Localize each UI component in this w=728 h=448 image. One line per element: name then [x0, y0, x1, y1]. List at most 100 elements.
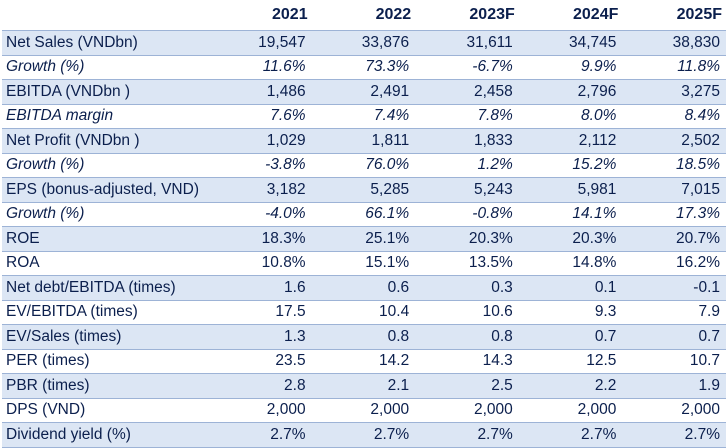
row-label: ROE: [2, 226, 208, 251]
row-value-cell: 2,000: [370, 401, 410, 419]
row-label: EBITDA (VNDbn ): [2, 79, 208, 104]
row-value-cell: 25.1%: [311, 226, 416, 251]
row-value-cell: 0.8: [311, 324, 416, 349]
table-row: DPS (VND) 2,000 2,000 2,000 2,000 2,000: [2, 398, 726, 423]
row-value-cell: -3.8%: [265, 156, 306, 174]
header-cell-2023f: 2023F: [469, 6, 515, 23]
row-value-cell: 10.8%: [261, 254, 306, 272]
header-cell-2025f: 2025F: [676, 6, 722, 23]
row-value-cell: 9.9%: [581, 58, 617, 76]
row-value-cell: 2,491: [311, 79, 416, 104]
row-value-cell: 10.4: [379, 303, 410, 321]
row-value-cell: 23.5: [275, 352, 306, 370]
row-value-cell: 2,000: [473, 401, 513, 419]
table-row: EBITDA (VNDbn ) 1,486 2,491 2,458 2,796 3,275: [2, 79, 726, 104]
row-value-cell: 17.3%: [676, 205, 720, 223]
row-value-cell: 0.1: [518, 275, 623, 300]
table-row: PER (times) 23.5 14.2 14.3 12.5 10.7: [2, 349, 726, 374]
row-value-cell: 2.5: [415, 373, 519, 398]
row-label: DPS (VND): [6, 401, 86, 419]
row-value-cell: 11.6%: [262, 58, 306, 76]
row-value-cell: 1,029: [208, 128, 312, 153]
row-value-cell: 20.3%: [518, 226, 623, 251]
row-value-cell: -0.8%: [472, 205, 513, 223]
table-body: Net Sales (VNDbn) 19,547 33,876 31,611 34,74…: [2, 30, 726, 447]
row-value-cell: 18.5%: [676, 156, 720, 174]
row-value-cell: 1,833: [415, 128, 519, 153]
row-value-cell: 0.7: [518, 324, 623, 349]
header-cell-label: [2, 0, 208, 31]
row-value-cell: 1.2%: [477, 156, 513, 174]
row-value-cell: 16.2%: [676, 254, 720, 272]
row-value-cell: 1.3: [208, 324, 312, 349]
row-label: EV/Sales (times): [2, 324, 208, 349]
row-label: Net Sales (VNDbn): [2, 30, 208, 55]
row-value-cell: 14.8%: [572, 254, 617, 272]
table-row: ROE 18.3% 25.1% 20.3% 20.3% 20.7%: [2, 226, 726, 251]
row-value-cell: -6.7%: [472, 58, 513, 76]
row-value-cell: -4.0%: [265, 205, 306, 223]
row-label: PBR (times): [2, 373, 208, 398]
table-row: EV/Sales (times) 1.3 0.8 0.8 0.7 0.7: [2, 324, 726, 349]
row-label: EPS (bonus-adjusted, VND): [2, 177, 208, 202]
row-value-cell: 5,981: [518, 177, 623, 202]
row-value-cell: 76.0%: [365, 156, 410, 174]
row-value-cell: 10.6: [482, 303, 513, 321]
row-value-cell: 2,502: [622, 128, 726, 153]
table-row: Net Sales (VNDbn) 19,547 33,876 31,611 34,74…: [2, 30, 726, 55]
row-value-cell: 2,112: [518, 128, 623, 153]
table-row: Growth (%) -3.8% 76.0% 1.2% 15.2% 18.5%: [2, 153, 726, 178]
row-value-cell: 7.4%: [373, 107, 410, 125]
row-value-cell: 1,486: [208, 79, 312, 104]
row-label: Growth (%): [6, 58, 85, 76]
row-value-cell: -0.1: [622, 275, 726, 300]
row-value-cell: 7.8%: [477, 107, 513, 125]
row-value-cell: 14.1%: [572, 205, 617, 223]
row-value-cell: 7.6%: [270, 107, 306, 125]
table-row: EPS (bonus-adjusted, VND) 3,182 5,285 5,243…: [2, 177, 726, 202]
row-value-cell: 5,285: [311, 177, 416, 202]
table-row: Net Profit (VNDbn ) 1,029 1,811 1,833 2,112 2…: [2, 128, 726, 153]
row-value-cell: 20.7%: [622, 226, 726, 251]
row-value-cell: 1.9: [622, 373, 726, 398]
table-row: Growth (%) -4.0% 66.1% -0.8% 14.1% 17.3%: [2, 202, 726, 227]
row-value-cell: 2,458: [415, 79, 519, 104]
row-value-cell: 0.8: [415, 324, 519, 349]
row-label: EBITDA margin: [6, 107, 114, 125]
row-value-cell: 3,182: [208, 177, 312, 202]
financial-summary-table-container: 2021 2022 2023F 2024F 2025F Net Sales (V…: [2, 6, 726, 447]
row-value-cell: 0.7: [622, 324, 726, 349]
table-row: Net debt/EBITDA (times) 1.6 0.6 0.3 0.1 -0.1: [2, 275, 726, 300]
header-cell-2021: 2021: [272, 6, 308, 23]
row-value-cell: 15.2%: [572, 156, 617, 174]
row-value-cell: 2,000: [266, 401, 306, 419]
row-value-cell: 2.1: [311, 373, 416, 398]
row-value-cell: 31,611: [415, 30, 519, 55]
row-value-cell: 14.2: [379, 352, 410, 370]
row-value-cell: 1,811: [311, 128, 416, 153]
row-value-cell: 0.3: [415, 275, 519, 300]
header-cell-2024f: 2024F: [573, 6, 619, 23]
row-label: PER (times): [6, 352, 90, 370]
row-value-cell: 8.0%: [581, 107, 617, 125]
row-value-cell: 8.4%: [684, 107, 720, 125]
row-value-cell: 1.6: [208, 275, 312, 300]
row-value-cell: 18.3%: [208, 226, 312, 251]
row-value-cell: 10.7: [689, 352, 720, 370]
row-value-cell: 9.3: [594, 303, 617, 321]
row-value-cell: 2.8: [208, 373, 312, 398]
row-value-cell: 19,547: [208, 30, 312, 55]
row-label: Growth (%): [6, 156, 85, 174]
row-label: Net Profit (VNDbn ): [2, 128, 208, 153]
header-row: 2021 2022 2023F 2024F 2025F: [2, 0, 726, 31]
row-value-cell: 38,830: [622, 30, 726, 55]
row-value-cell: 2,000: [681, 401, 720, 419]
row-value-cell: 7.9: [698, 303, 720, 321]
table-row: PBR (times) 2.8 2.1 2.5 2.2 1.9: [2, 373, 726, 398]
row-value-cell: 73.3%: [365, 58, 410, 76]
row-value-cell: 13.5%: [468, 254, 513, 272]
row-label: Net debt/EBITDA (times): [2, 275, 208, 300]
table-row: EV/EBITDA (times) 17.5 10.4 10.6 9.3 7.9: [2, 300, 726, 325]
row-value-cell: 14.3: [482, 352, 513, 370]
